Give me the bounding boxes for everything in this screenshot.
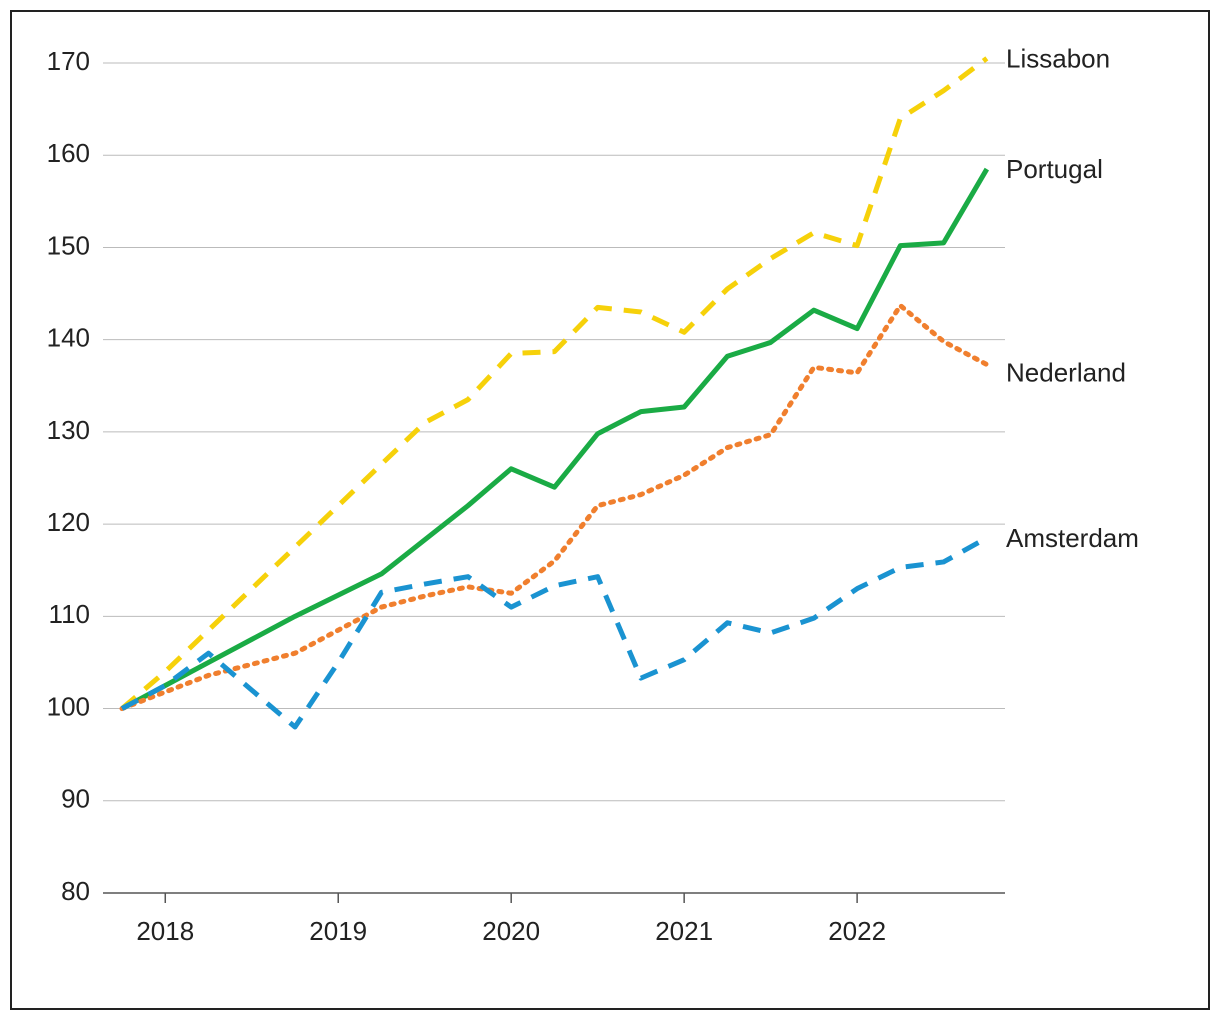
y-tick-label: 100 [47, 691, 90, 721]
y-tick-label: 110 [49, 599, 90, 629]
x-tick-label: 2018 [136, 916, 194, 946]
y-tick-label: 150 [47, 230, 90, 260]
series-label: Nederland [1006, 357, 1126, 387]
y-tick-label: 130 [47, 415, 90, 445]
line [120, 56, 989, 711]
y-tick-label: 160 [47, 138, 90, 168]
series-label: Lissabon [1006, 43, 1110, 73]
y-tick-label: 80 [61, 876, 90, 906]
frame [10, 10, 1210, 1010]
x-tick-label: 2019 [309, 916, 367, 946]
x-tick-label: 2021 [655, 916, 713, 946]
y-tick-label: 170 [47, 46, 90, 76]
series-label: Portugal [1006, 154, 1103, 184]
x-tick-label: 2022 [828, 916, 886, 946]
x-tick-label: 2020 [482, 916, 540, 946]
line [120, 167, 989, 711]
series-label: Amsterdam [1006, 523, 1139, 553]
y-tick-label: 120 [47, 507, 90, 537]
y-tick-label: 90 [61, 784, 90, 814]
line [119, 303, 990, 712]
line [120, 535, 989, 730]
y-tick-label: 140 [47, 323, 90, 353]
